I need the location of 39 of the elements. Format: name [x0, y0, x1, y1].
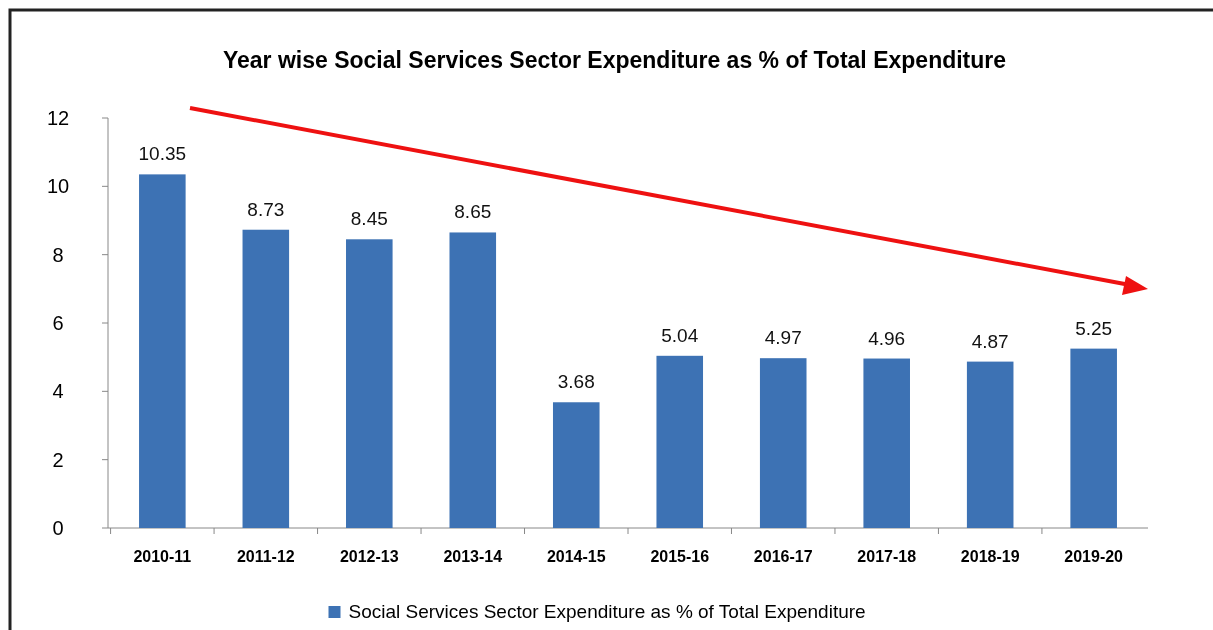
- x-tick-label: 2014-15: [546, 548, 606, 565]
- x-tick-label: 2016-17: [753, 548, 813, 565]
- y-tick-label: 0: [52, 517, 64, 539]
- data-label: 5.04: [661, 324, 699, 346]
- bar: [1070, 348, 1117, 528]
- bar: [346, 239, 393, 528]
- bar: [759, 358, 807, 528]
- legend-label: Social Services Sector Expenditure as % of Total Expenditure: [348, 601, 866, 622]
- y-tick-label: 6: [52, 312, 64, 334]
- data-label: 4.87: [971, 330, 1009, 352]
- x-tick-label: 2018-19: [960, 548, 1020, 565]
- y-tick-label: 10: [46, 175, 70, 198]
- bar: [863, 358, 910, 528]
- x-tick-label: 2019-20: [1064, 548, 1124, 565]
- y-tick-label: 2: [52, 448, 64, 471]
- y-tick-label: 4: [52, 380, 64, 403]
- x-tick-label: 2010-11: [133, 548, 192, 565]
- chart-title: Year wise Social Services Sector Expenditure as % of Total Expenditure: [222, 47, 1007, 73]
- x-tick-label: 2013-14: [443, 548, 503, 565]
- data-label: 3.68: [557, 371, 595, 393]
- data-label: 4.96: [868, 327, 906, 349]
- data-label: 10.35: [138, 143, 187, 165]
- bar: [139, 174, 186, 528]
- y-tick-label: 8: [52, 243, 64, 266]
- data-label: 8.45: [350, 208, 388, 230]
- data-label: 8.65: [454, 201, 492, 223]
- x-tick-label: 2017-18: [857, 548, 917, 565]
- bar: [966, 361, 1014, 528]
- bar: [552, 402, 600, 528]
- x-tick-label: 2012-13: [339, 548, 399, 565]
- data-label: 5.25: [1075, 317, 1113, 339]
- y-tick-label: 12: [46, 107, 70, 129]
- x-tick-label: 2015-16: [650, 548, 710, 565]
- bar: [656, 355, 704, 528]
- data-label: 8.73: [247, 198, 285, 220]
- x-tick-label: 2011-12: [236, 548, 295, 565]
- bar: [242, 229, 290, 528]
- data-label: 4.97: [764, 327, 802, 349]
- bar: [449, 232, 497, 528]
